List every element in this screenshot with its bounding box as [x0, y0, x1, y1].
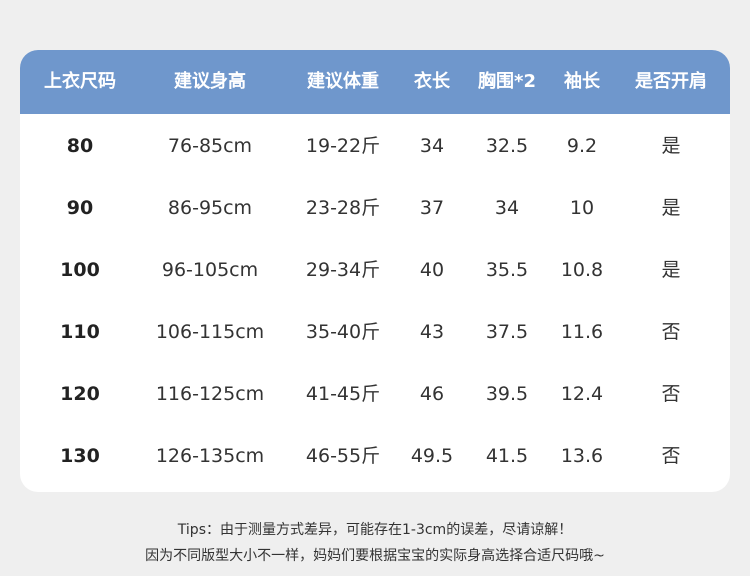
header-cell: 建议体重 [307, 71, 379, 92]
table-cell: 37.5 [485, 321, 529, 343]
header-cell: 胸围*2 [478, 71, 536, 92]
table-cell: 116-125cm [155, 383, 265, 405]
size-table: 上衣尺码 建议身高 建议体重 衣长 胸围*2 袖长 是否开肩 80 76-85cm 19-22斤 3… [20, 50, 730, 492]
table-cell: 13.6 [560, 445, 604, 467]
table-cell: 37 [419, 197, 445, 219]
table-cell: 是 [661, 135, 681, 157]
header-cell: 袖长 [564, 71, 600, 92]
table-cell: 110 [60, 321, 100, 343]
table-cell: 35.5 [485, 259, 529, 281]
table-cell: 41.5 [485, 445, 529, 467]
table-cell: 49.5 [410, 445, 454, 467]
table-cell: 35-40斤 [305, 321, 381, 343]
table-cell: 120 [60, 383, 100, 405]
table-cell: 106-115cm [155, 321, 265, 343]
table-cell: 46 [419, 383, 445, 405]
table-cell: 9.2 [566, 135, 598, 157]
table-cell: 126-135cm [155, 445, 265, 467]
table-cell: 34 [419, 135, 445, 157]
header-cell: 建议身高 [174, 71, 246, 92]
table-cell: 39.5 [485, 383, 529, 405]
table-cell: 41-45斤 [305, 383, 381, 405]
tip: Tips：由于测量方式差异，可能存在1-3cm的误差，尽请谅解！ [177, 522, 573, 538]
table-cell: 否 [661, 445, 681, 467]
table-cell: 12.4 [560, 383, 604, 405]
table-cell: 34 [494, 197, 520, 219]
table-cell: 96-105cm [161, 259, 259, 281]
table-cell: 100 [60, 259, 100, 281]
table-cell: 80 [66, 135, 94, 157]
table-cell: 76-85cm [167, 135, 253, 157]
table-cell: 否 [661, 321, 681, 343]
table-cell: 46-55斤 [305, 445, 381, 467]
table-cell: 11.6 [560, 321, 604, 343]
table-cell: 19-22斤 [305, 135, 381, 157]
table-cell: 130 [60, 445, 100, 467]
table-cell: 是 [661, 197, 681, 219]
table-cell: 29-34斤 [305, 259, 381, 281]
header-cell: 是否开肩 [635, 71, 707, 92]
tip: 因为不同版型大小不一样，妈妈们要根据宝宝的实际身高选择合适尺码哦~ [145, 548, 605, 564]
table-header [20, 50, 730, 114]
header-cell: 衣长 [414, 71, 450, 92]
header-cell: 上衣尺码 [44, 71, 116, 92]
table-cell: 32.5 [485, 135, 529, 157]
table-cell: 是 [661, 259, 681, 281]
table-cell: 10.8 [560, 259, 604, 281]
table-cell: 43 [419, 321, 445, 343]
table-cell: 23-28斤 [305, 197, 381, 219]
table-cell: 86-95cm [167, 197, 253, 219]
table-cell: 10 [569, 197, 595, 219]
table-cell: 90 [66, 197, 94, 219]
table-cell: 否 [661, 383, 681, 405]
table-cell: 40 [419, 259, 445, 281]
